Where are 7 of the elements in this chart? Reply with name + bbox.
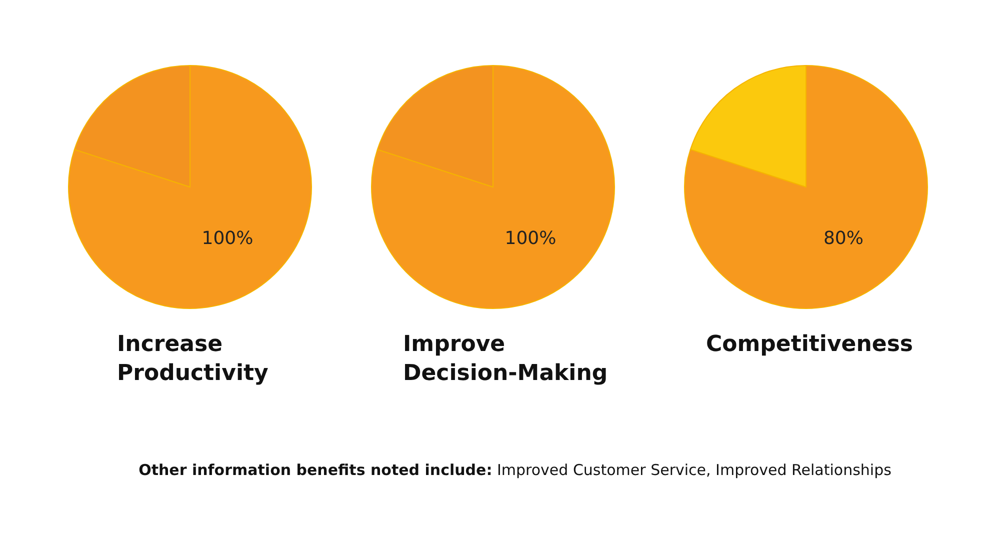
text: Increase Productivity bbox=[117, 331, 270, 388]
text: Other information benefits noted include: Improved Customer Service, Improved Relationships bbox=[138, 460, 892, 480]
data-label: 100% bbox=[202, 228, 254, 250]
text: Competitiveness bbox=[706, 331, 914, 359]
data-label: 80% bbox=[823, 228, 864, 250]
text: Improve Decision-Making bbox=[403, 331, 608, 388]
data-label: 100% bbox=[504, 228, 556, 250]
